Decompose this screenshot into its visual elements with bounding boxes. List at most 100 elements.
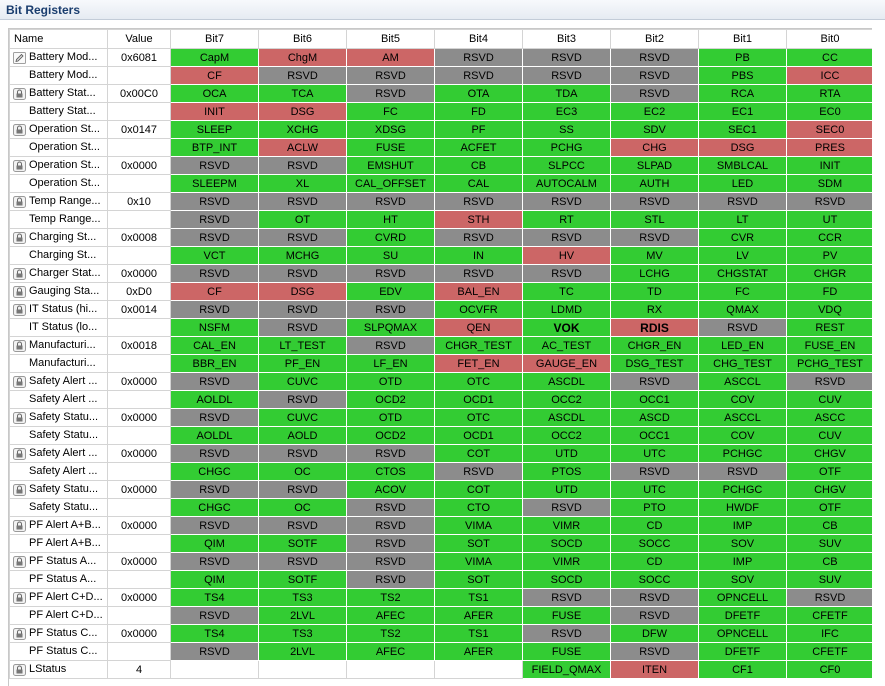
lock-icon[interactable] [13, 87, 26, 100]
bit1-cell[interactable]: PCHGC [698, 444, 787, 463]
bit3-cell[interactable]: FIELD_QMAX [522, 660, 611, 679]
bit7-cell[interactable]: RSVD [170, 228, 259, 247]
bit5-cell[interactable]: LF_EN [346, 354, 435, 373]
bit7-cell[interactable]: RSVD [170, 408, 259, 427]
bit6-cell[interactable]: RSVD [258, 228, 347, 247]
bit6-cell[interactable]: AOLD [258, 426, 347, 445]
bit2-cell[interactable]: AUTH [610, 174, 699, 193]
register-value[interactable]: 0x0000 [107, 588, 171, 607]
bit5-cell[interactable]: SU [346, 246, 435, 265]
bit0-cell[interactable]: FUSE_EN [786, 336, 872, 355]
bit0-cell[interactable]: CUV [786, 426, 872, 445]
column-header-bit1[interactable]: Bit1 [698, 29, 787, 49]
bit0-cell[interactable]: SUV [786, 534, 872, 553]
bit0-cell[interactable]: OTF [786, 462, 872, 481]
register-row[interactable]: Safety Statu... 0x0000 RSVD RSVD ACOV COT UTD U… [9, 480, 872, 499]
bit4-cell[interactable]: RSVD [434, 192, 523, 211]
bit3-cell[interactable]: VIMR [522, 516, 611, 535]
bit1-cell[interactable]: SMBLCAL [698, 156, 787, 175]
bit7-cell[interactable]: RSVD [170, 606, 259, 625]
bit6-cell[interactable]: RSVD [258, 156, 347, 175]
bit6-cell[interactable]: RSVD [258, 66, 347, 85]
register-row[interactable]: Safety Statu... 0x0000 RSVD CUVC OTD OTC ASCDL… [9, 408, 872, 427]
bit4-cell[interactable]: AFER [434, 642, 523, 661]
bit1-cell[interactable]: QMAX [698, 300, 787, 319]
bit5-cell[interactable]: RSVD [346, 498, 435, 517]
register-name-cell[interactable]: Charging St... [9, 228, 108, 247]
bit5-cell[interactable]: OCD2 [346, 390, 435, 409]
bit6-cell[interactable]: RSVD [258, 552, 347, 571]
bit4-cell[interactable]: FET_EN [434, 354, 523, 373]
bit1-cell[interactable]: RSVD [698, 318, 787, 337]
bit5-cell[interactable]: AM [346, 48, 435, 67]
bit1-cell[interactable]: SEC1 [698, 120, 787, 139]
register-value[interactable]: 0x0000 [107, 552, 171, 571]
register-name-cell[interactable]: Operation St... [9, 156, 108, 175]
register-name-cell[interactable]: IT Status (lo... [9, 318, 108, 337]
bit1-cell[interactable]: RCA [698, 84, 787, 103]
bit2-cell[interactable]: TD [610, 282, 699, 301]
register-name-cell[interactable]: Safety Statu... [9, 498, 108, 517]
register-value[interactable] [107, 390, 171, 409]
register-name-cell[interactable]: Safety Statu... [9, 426, 108, 445]
bit3-cell[interactable]: PCHG [522, 138, 611, 157]
bit3-cell[interactable]: PTOS [522, 462, 611, 481]
column-header-name[interactable]: Name [9, 29, 108, 49]
register-row[interactable]: PF Status C... RSVD 2LVL AFEC AFER FUSE RSVD DF… [9, 642, 872, 661]
bit0-cell[interactable]: REST [786, 318, 872, 337]
bit5-cell[interactable]: RSVD [346, 444, 435, 463]
bit7-cell[interactable]: CapM [170, 48, 259, 67]
lock-icon[interactable] [13, 483, 26, 496]
bit0-cell[interactable]: CB [786, 552, 872, 571]
bit5-cell[interactable]: OTD [346, 372, 435, 391]
bit0-cell[interactable]: SDM [786, 174, 872, 193]
bit1-cell[interactable]: DSG [698, 138, 787, 157]
bit1-cell[interactable]: LT [698, 210, 787, 229]
bit2-cell[interactable]: RSVD [610, 462, 699, 481]
bit0-cell[interactable]: CHGR [786, 264, 872, 283]
bit5-cell[interactable]: TS2 [346, 588, 435, 607]
lock-icon[interactable] [13, 663, 26, 676]
column-header-bit6[interactable]: Bit6 [258, 29, 347, 49]
lock-icon[interactable] [13, 285, 26, 298]
bit3-cell[interactable]: LDMD [522, 300, 611, 319]
bit0-cell[interactable]: CB [786, 516, 872, 535]
register-value[interactable] [107, 102, 171, 121]
register-value[interactable]: 0x0000 [107, 624, 171, 643]
bit5-cell[interactable]: RSVD [346, 336, 435, 355]
bit4-cell[interactable]: RSVD [434, 462, 523, 481]
bit0-cell[interactable]: UT [786, 210, 872, 229]
register-row[interactable]: PF Alert C+D... 0x0000 TS4 TS3 TS2 TS1 RSVD RSV… [9, 588, 872, 607]
bit5-cell[interactable]: RSVD [346, 264, 435, 283]
register-name-cell[interactable]: Charging St... [9, 246, 108, 265]
bit2-cell[interactable]: RX [610, 300, 699, 319]
bit6-cell[interactable]: XCHG [258, 120, 347, 139]
register-value[interactable] [107, 66, 171, 85]
bit2-cell[interactable]: SLPAD [610, 156, 699, 175]
column-header-bit0[interactable]: Bit0 [786, 29, 872, 49]
bit5-cell[interactable]: FUSE [346, 138, 435, 157]
register-row[interactable]: LStatus 4 FIELD_QMAX ITEN CF1 CF0 [9, 660, 872, 679]
register-row[interactable]: Battery Stat... INIT DSG FC FD EC3 EC2 EC1 EC0 [9, 102, 872, 121]
register-name-cell[interactable]: Safety Statu... [9, 408, 108, 427]
bit2-cell[interactable]: CHG [610, 138, 699, 157]
register-value[interactable] [107, 498, 171, 517]
register-row[interactable]: Battery Mod... CF RSVD RSVD RSVD RSVD RSVD PBS I… [9, 66, 872, 85]
bit7-cell[interactable]: SLEEPM [170, 174, 259, 193]
bit7-cell[interactable]: CF [170, 282, 259, 301]
bit2-cell[interactable]: CD [610, 516, 699, 535]
bit7-cell[interactable]: NSFM [170, 318, 259, 337]
register-name-cell[interactable]: Operation St... [9, 120, 108, 139]
bit7-cell[interactable] [170, 660, 259, 679]
bit0-cell[interactable]: CF0 [786, 660, 872, 679]
bit4-cell[interactable]: BAL_EN [434, 282, 523, 301]
bit7-cell[interactable]: AOLDL [170, 426, 259, 445]
bit0-cell[interactable]: VDQ [786, 300, 872, 319]
register-value[interactable]: 0xD0 [107, 282, 171, 301]
bit6-cell[interactable]: RSVD [258, 516, 347, 535]
lock-icon[interactable] [13, 123, 26, 136]
lock-icon[interactable] [13, 375, 26, 388]
bit3-cell[interactable]: TC [522, 282, 611, 301]
bit1-cell[interactable]: DFETF [698, 606, 787, 625]
bit7-cell[interactable]: RSVD [170, 192, 259, 211]
